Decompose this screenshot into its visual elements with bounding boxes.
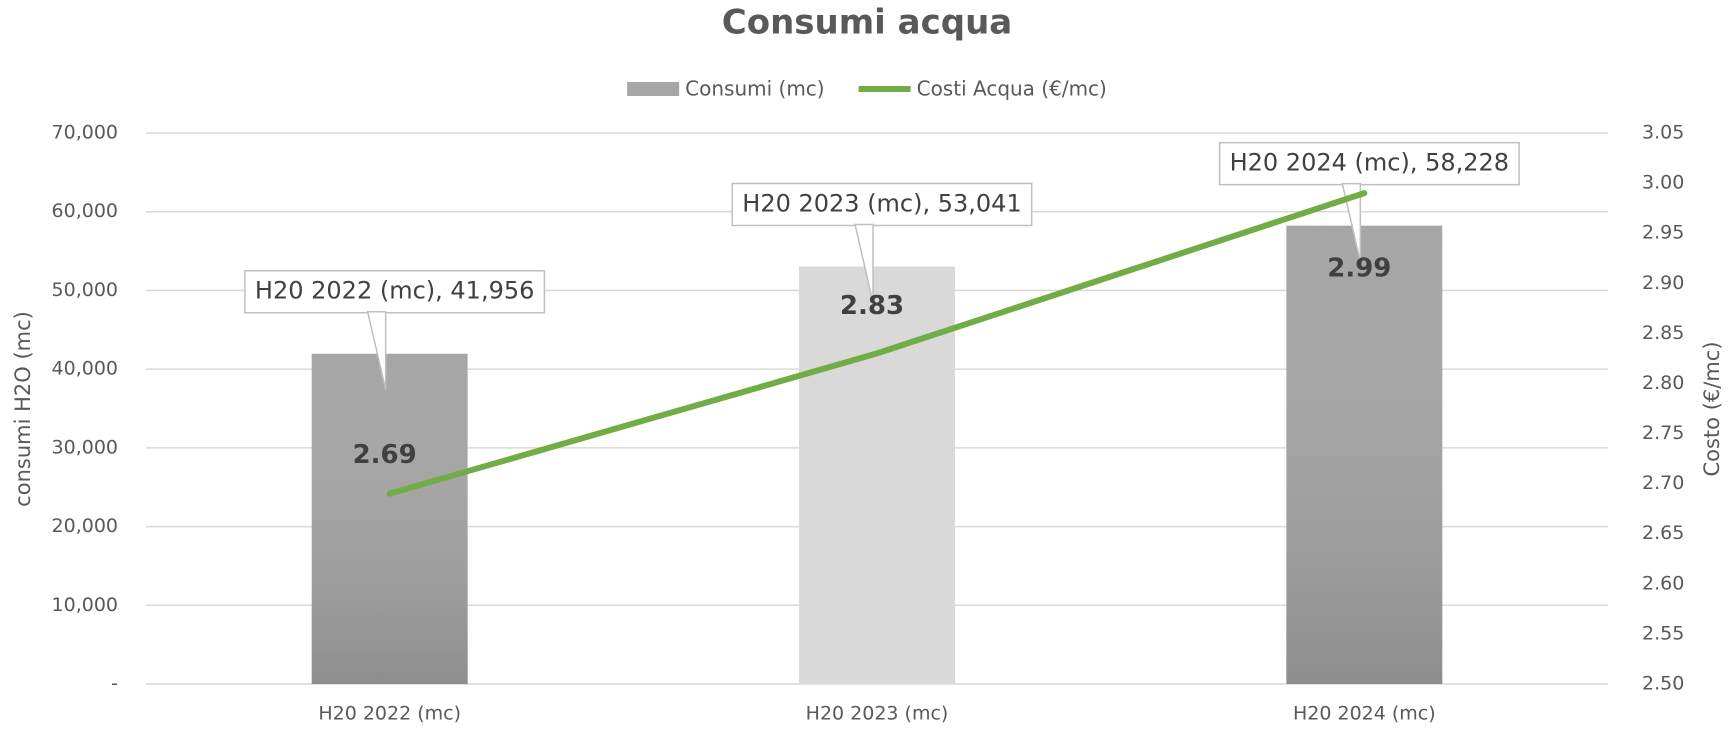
y2-tick-label: 3.05: [1642, 122, 1684, 144]
y2-tick-label: 2.75: [1642, 422, 1684, 444]
data-label: H20 2024 (mc), 58,228: [1230, 149, 1509, 177]
legend: Consumi (mc) Costi Acqua (€/mc): [627, 77, 1107, 101]
y-tick-label: 20,000: [52, 515, 118, 537]
callout: H20 2022 (mc), 41,956: [244, 269, 546, 390]
bar: [1286, 225, 1443, 684]
bar: [311, 353, 468, 684]
y-tick-label: 70,000: [52, 122, 118, 144]
callout-pointer: [366, 310, 387, 390]
callout: H20 2024 (mc), 58,228: [1218, 141, 1520, 262]
y2-tick-label: 2.80: [1642, 372, 1684, 394]
y2-tick-label: 3.00: [1642, 172, 1684, 194]
y2-tick-label: 2.95: [1642, 222, 1684, 244]
y2-tick-label: 2.90: [1642, 272, 1684, 294]
callout-pointer: [1341, 182, 1362, 262]
y2-tick-label: 2.60: [1642, 572, 1684, 594]
y2-tick-label: 2.50: [1642, 673, 1684, 695]
x-tick-label: H20 2024 (mc): [1293, 703, 1436, 725]
y-axis-title: consumi H2O (mc): [11, 311, 35, 507]
callout: H20 2023 (mc), 53,041: [731, 182, 1033, 303]
y2-tick-label: 2.85: [1642, 322, 1684, 344]
legend-swatch: [627, 82, 680, 96]
data-label: H20 2022 (mc), 41,956: [255, 277, 534, 305]
line-data-label: 2.83: [840, 291, 904, 321]
data-label: H20 2023 (mc), 53,041: [742, 189, 1021, 217]
line-data-label: 2.99: [1327, 254, 1391, 284]
y-tick-label: 60,000: [52, 200, 118, 222]
bar: [799, 266, 955, 684]
callout-box: [244, 269, 546, 314]
y-tick-label: 40,000: [52, 358, 118, 380]
line-data-label: 2.69: [353, 440, 417, 470]
y2-tick-label: 2.55: [1642, 622, 1684, 644]
chart-title: Consumi acqua: [722, 3, 1012, 43]
x-tick-label: H20 2022 (mc): [318, 703, 461, 725]
y2-tick-label: 2.70: [1642, 472, 1684, 494]
y2-axis-title: Costo (€/mc): [1700, 341, 1724, 476]
callout-box: [1218, 141, 1520, 186]
y-tick-label: 30,000: [52, 436, 118, 458]
legend-label: Costi Acqua (€/mc): [917, 77, 1107, 101]
legend-label: Consumi (mc): [685, 77, 824, 101]
y2-tick-label: 2.65: [1642, 522, 1684, 544]
y-tick-label: 50,000: [52, 279, 118, 301]
y-tick-label: 10,000: [52, 594, 118, 616]
line: [386, 190, 1368, 497]
callout-pointer: [854, 223, 874, 303]
x-tick-label: H20 2023 (mc): [806, 703, 949, 725]
callout-box: [731, 182, 1033, 227]
y-tick-label: -: [111, 673, 118, 695]
